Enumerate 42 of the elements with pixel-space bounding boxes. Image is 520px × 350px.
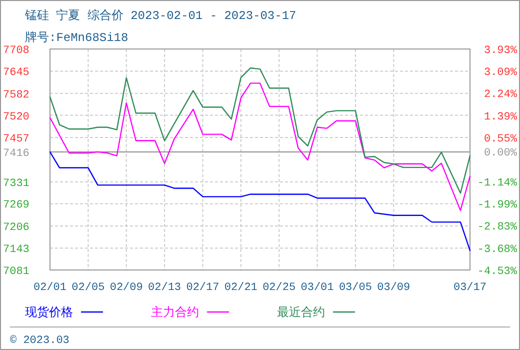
x-tick-label: 02/25 bbox=[262, 282, 296, 294]
x-tick-label: 03/05 bbox=[338, 282, 372, 294]
chart-subtitle: 牌号:FeMn68Si18 bbox=[25, 31, 128, 45]
y-tick-label: 7269 bbox=[3, 200, 30, 212]
y-tick-label: 7416 bbox=[3, 148, 30, 160]
y2-tick-label: -1.14% bbox=[477, 177, 518, 190]
y-tick-label: 7457 bbox=[3, 133, 30, 146]
y2-tick-label: 3.09% bbox=[484, 66, 518, 79]
y-tick-label: 7582 bbox=[3, 89, 30, 102]
y2-tick-label: -2.83% bbox=[477, 222, 518, 234]
y-tick-label: 7645 bbox=[3, 67, 30, 80]
y2-tick-label: 3.93% bbox=[484, 45, 518, 57]
y-tick-label: 7331 bbox=[3, 178, 30, 190]
legend-label: 现货价格 bbox=[25, 306, 73, 320]
y-tick-label: 7520 bbox=[3, 111, 30, 124]
y-tick-label: 7143 bbox=[3, 244, 30, 256]
legend-label: 主力合约 bbox=[151, 305, 199, 320]
y2-tick-label: 0.00% bbox=[484, 148, 518, 160]
x-tick-label: 02/09 bbox=[110, 282, 143, 294]
x-tick-label: 03/01 bbox=[300, 282, 334, 294]
y2-tick-label: 1.39% bbox=[484, 111, 518, 124]
text: © 2023.03 bbox=[10, 335, 70, 347]
x-tick-label: 02/01 bbox=[33, 282, 67, 294]
y2-tick-label: 0.55% bbox=[484, 133, 518, 146]
x-tick-label: 03/09 bbox=[377, 282, 410, 294]
line-series bbox=[49, 67, 471, 194]
y2-tick-label: -3.68% bbox=[477, 244, 518, 256]
legend-label: 最近合约 bbox=[277, 306, 325, 320]
y-tick-label: 7708 bbox=[3, 45, 30, 57]
x-tick-label: 03/17 bbox=[453, 282, 487, 294]
y-tick-label: 7081 bbox=[3, 266, 30, 278]
y2-tick-label: -1.99% bbox=[477, 200, 518, 212]
y2-tick-label: -4.53% bbox=[477, 266, 518, 278]
x-tick-label: 02/17 bbox=[186, 282, 220, 294]
y-tick-label: 7206 bbox=[3, 222, 30, 234]
chart-title: 锰硅 宁夏 综合价 2023-02-01 - 2023-03-17 bbox=[24, 8, 296, 23]
y2-tick-label: 2.24% bbox=[484, 89, 518, 102]
line-series bbox=[49, 82, 471, 212]
x-tick-label: 02/05 bbox=[72, 282, 105, 294]
line-series bbox=[49, 151, 471, 252]
x-tick-label: 02/21 bbox=[224, 282, 258, 294]
x-tick-label: 02/13 bbox=[148, 282, 182, 294]
